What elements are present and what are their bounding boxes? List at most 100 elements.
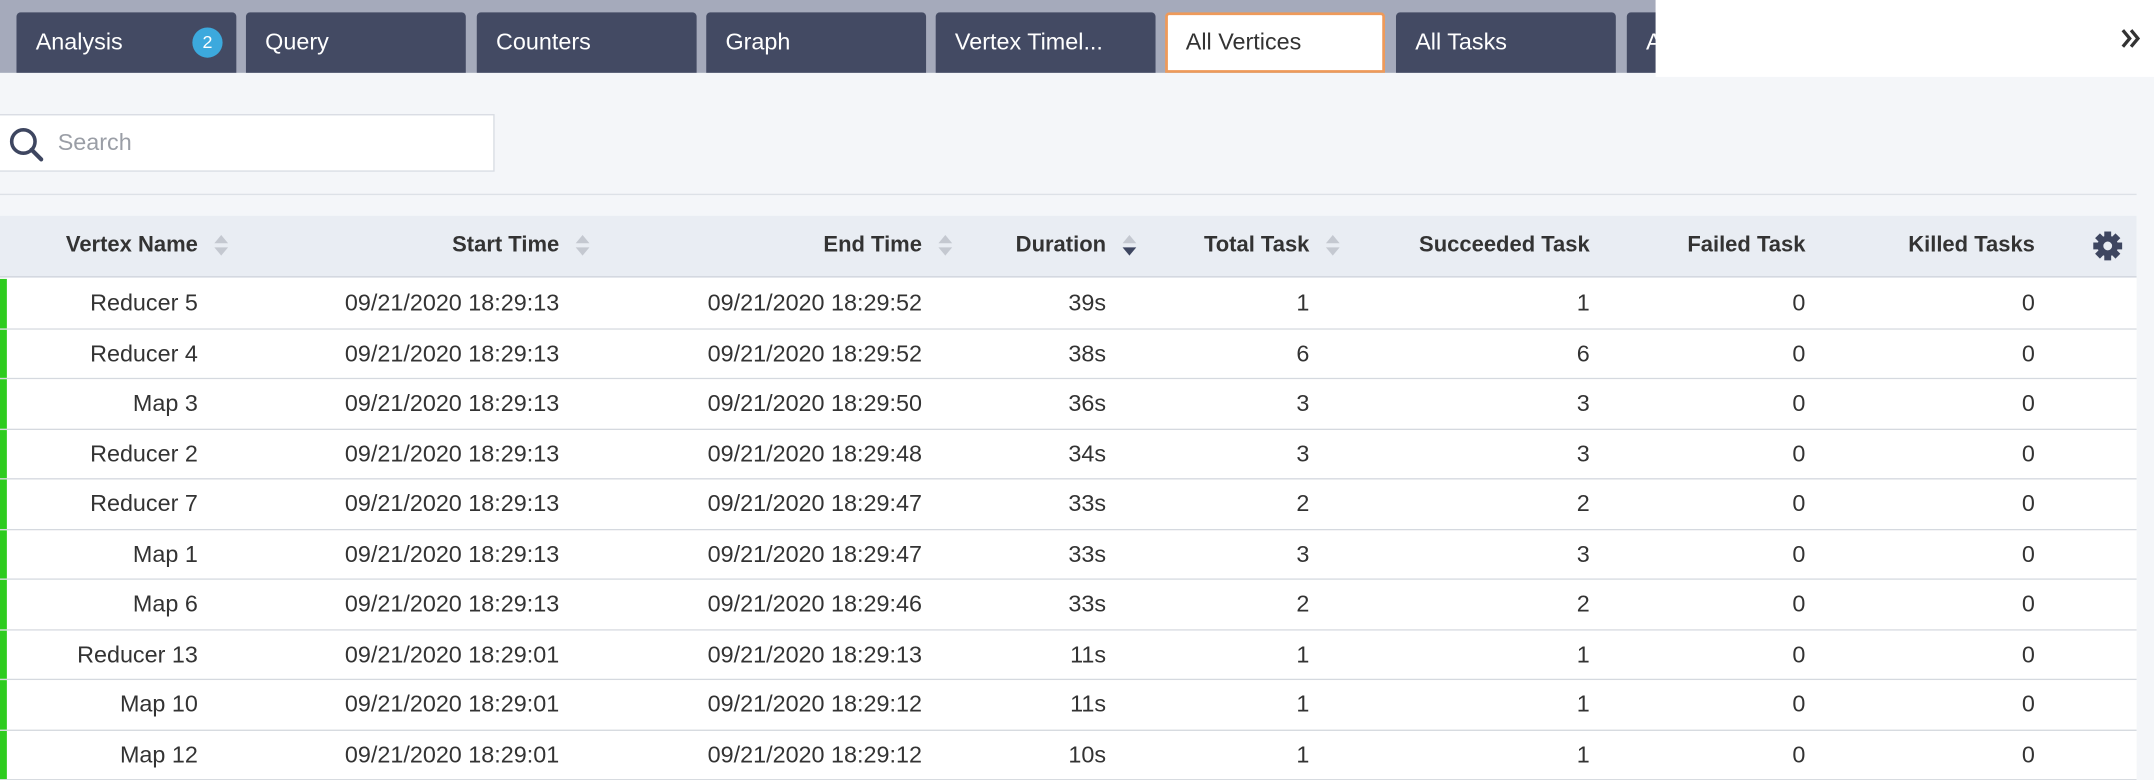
tab[interactable]: Analysis 2 <box>16 12 237 73</box>
status-bar <box>0 329 7 378</box>
table-cell: 0 <box>1792 440 1806 467</box>
column-header[interactable]: Vertex Name <box>65 233 198 257</box>
table-cell: 09/21/2020 18:29:46 <box>707 590 922 617</box>
settings-icon[interactable] <box>2093 231 2123 261</box>
table-cell: Map 1 <box>132 540 198 567</box>
table-row: Reducer 2 09/21/2020 18:29:13 09/21/2020 1… <box>0 429 2137 480</box>
table-row: Map 10 09/21/2020 18:29:01 09/21/2020 18:2… <box>0 680 2137 731</box>
table-cell: 1 <box>1576 691 1590 718</box>
table-cell: 3 <box>1296 540 1310 567</box>
table-cell: 10s <box>1068 741 1107 768</box>
status-bar <box>0 379 7 429</box>
table-row: Map 3 09/21/2020 18:29:13 09/21/2020 18:29… <box>0 379 2137 430</box>
table-cell: 1 <box>1576 741 1590 768</box>
table-cell: 3 <box>1576 390 1590 417</box>
tab-label: Analysis <box>35 28 123 55</box>
table-cell: 0 <box>1792 540 1806 567</box>
table-cell: 0 <box>1792 640 1806 668</box>
tab-bar: Analysis 2 Query Counters Graph Vertex Timel.… <box>0 0 1656 73</box>
table-row: Reducer 5 09/21/2020 18:29:13 09/21/2020 1… <box>0 278 2137 330</box>
table-cell: 09/21/2020 18:29:52 <box>707 289 922 317</box>
table-cell: 11s <box>1070 640 1107 668</box>
table-cell: 34s <box>1068 440 1107 467</box>
sort-icon[interactable] <box>937 234 953 259</box>
table-cell: 09/21/2020 18:29:48 <box>707 440 922 467</box>
table-cell: Map 6 <box>132 590 198 617</box>
tab[interactable]: Query <box>245 12 466 73</box>
table-cell: Reducer 2 <box>90 440 198 467</box>
table-cell: 0 <box>2021 340 2035 367</box>
table-cell: 1 <box>1296 640 1310 668</box>
table-row: Reducer 4 09/21/2020 18:29:13 09/21/2020 1… <box>0 329 2137 380</box>
table-cell: 0 <box>2021 691 2035 718</box>
table-cell: 1 <box>1576 640 1590 668</box>
table-cell: 33s <box>1068 490 1107 517</box>
table-cell: 09/21/2020 18:29:13 <box>344 540 560 567</box>
table-cell: 09/21/2020 18:29:13 <box>344 289 560 317</box>
status-bar <box>0 730 7 780</box>
table-cell: 09/21/2020 18:29:13 <box>344 390 560 417</box>
tab-label: Counters <box>496 28 591 55</box>
table-cell: 39s <box>1068 289 1107 317</box>
table-cell: 09/21/2020 18:29:50 <box>707 390 922 417</box>
table-cell: 0 <box>2021 390 2035 417</box>
column-header[interactable]: End Time <box>823 233 922 257</box>
sort-icon[interactable] <box>1121 234 1137 259</box>
tab[interactable]: All Vertices <box>1165 12 1385 73</box>
table-cell: 2 <box>1296 490 1310 517</box>
table-cell: 1 <box>1296 741 1310 768</box>
table-cell: 2 <box>1296 590 1310 617</box>
tab[interactable]: All Tasks <box>1395 12 1616 73</box>
tab[interactable]: Vertex Timel... <box>935 12 1156 73</box>
table-cell: 36s <box>1068 390 1107 417</box>
table-cell: 2 <box>1576 490 1590 517</box>
column-header[interactable]: Start Time <box>452 233 560 257</box>
tab[interactable]: Graph <box>706 12 927 73</box>
separator <box>0 193 2137 196</box>
table-row: Reducer 13 09/21/2020 18:29:01 09/21/2020 … <box>0 629 2137 681</box>
table-row: Map 1 09/21/2020 18:29:13 09/21/2020 18:29… <box>0 529 2137 580</box>
column-header[interactable]: Total Task <box>1203 233 1310 257</box>
table-cell: Reducer 13 <box>77 640 198 668</box>
table-cell: 38s <box>1068 340 1107 367</box>
table-row: Map 6 09/21/2020 18:29:13 09/21/2020 18:29… <box>0 579 2137 630</box>
table-cell: 3 <box>1296 390 1310 417</box>
table-cell: 09/21/2020 18:29:12 <box>707 691 922 718</box>
tab-label: Vertex Timel... <box>954 28 1103 55</box>
table-cell: 2 <box>1576 590 1590 617</box>
table-cell: 0 <box>1792 590 1806 617</box>
table-cell: 3 <box>1576 540 1590 567</box>
sort-icon[interactable] <box>1325 234 1341 259</box>
table-cell: 11s <box>1070 691 1107 718</box>
table-row: Reducer 7 09/21/2020 18:29:13 09/21/2020 1… <box>0 479 2137 530</box>
table: Vertex Name Start Time End Time Duration Tot… <box>0 215 2137 780</box>
search-icon <box>9 128 44 162</box>
tab-badge: 2 <box>192 27 223 58</box>
table-cell: 09/21/2020 18:29:13 <box>344 340 560 367</box>
column-header[interactable]: Duration <box>1015 233 1107 257</box>
table-header: Vertex Name Start Time End Time Duration Tot… <box>0 215 2137 278</box>
table-cell: Map 10 <box>119 691 198 718</box>
table-cell: 0 <box>1792 490 1806 517</box>
table-cell: 0 <box>1792 741 1806 768</box>
table-cell: 0 <box>1792 289 1806 317</box>
table-cell: 09/21/2020 18:29:13 <box>707 640 922 668</box>
search-box[interactable]: Search <box>0 114 495 172</box>
table-cell: 0 <box>2021 590 2035 617</box>
table-cell: 0 <box>2021 640 2035 668</box>
sort-icon[interactable] <box>574 234 590 259</box>
tab-label: All <box>1646 29 1656 55</box>
table-cell: 0 <box>1792 340 1806 367</box>
sort-icon[interactable] <box>213 234 229 259</box>
table-cell: 0 <box>1792 691 1806 718</box>
table-cell: 6 <box>1576 340 1590 367</box>
tab[interactable]: All <box>1626 12 1656 73</box>
table-cell: 1 <box>1296 289 1310 317</box>
tab-label: Query <box>265 28 329 55</box>
tab[interactable]: Counters <box>476 12 697 73</box>
expand-icon[interactable] <box>2120 27 2142 49</box>
table-cell: Reducer 7 <box>90 490 198 517</box>
table-row: Map 12 09/21/2020 18:29:01 09/21/2020 18:2… <box>0 730 2137 780</box>
